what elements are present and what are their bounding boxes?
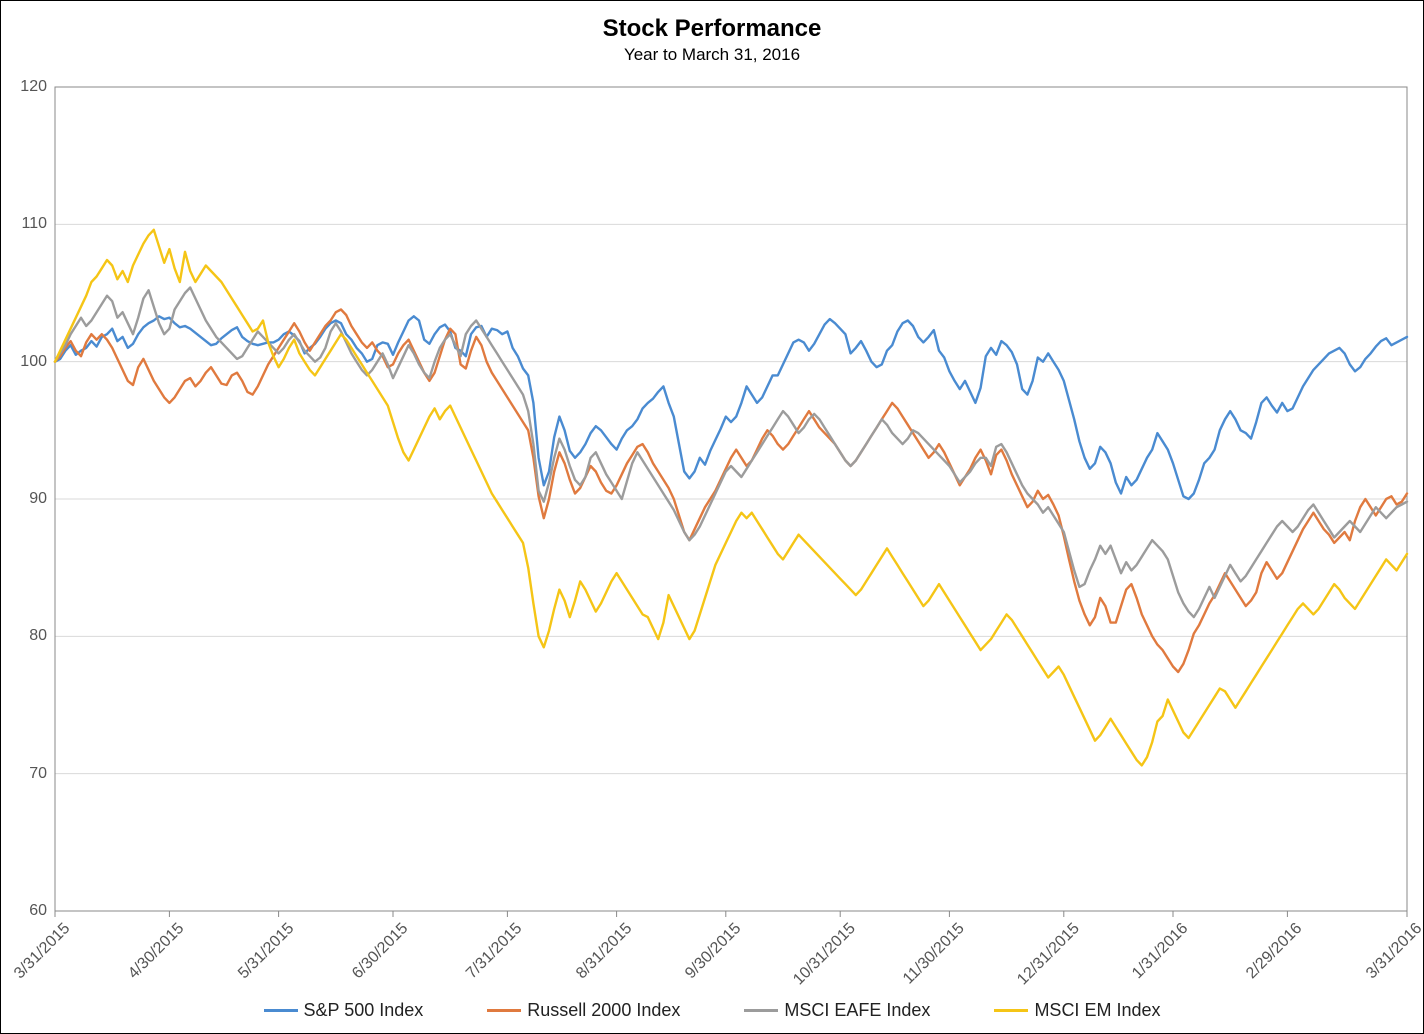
x-tick-label: 10/31/2015	[788, 917, 860, 989]
x-tick-label: 7/31/2015	[461, 917, 527, 983]
y-tick-label: 90	[29, 490, 55, 508]
legend: S&P 500 Index Russell 2000 Index MSCI EAFE…	[1, 1000, 1423, 1021]
legend-swatch	[487, 1009, 521, 1012]
x-tick-label: 12/31/2015	[1011, 917, 1083, 989]
legend-item: MSCI EM Index	[994, 1000, 1160, 1021]
plot-svg	[55, 87, 1407, 911]
legend-swatch	[744, 1009, 778, 1012]
y-tick-label: 80	[29, 627, 55, 645]
y-tick-label: 110	[21, 215, 55, 233]
x-tick-label: 9/30/2015	[679, 917, 745, 983]
chart-subtitle: Year to March 31, 2016	[1, 45, 1423, 65]
x-tick-label: 1/31/2016	[1126, 917, 1192, 983]
chart-frame: Stock Performance Year to March 31, 2016…	[0, 0, 1424, 1034]
legend-label: MSCI EAFE Index	[784, 1000, 930, 1021]
y-tick-label: 100	[20, 353, 55, 371]
plot-area: 607080901001101203/31/20154/30/20155/31/…	[55, 87, 1407, 911]
x-tick-label: 8/31/2015	[570, 917, 636, 983]
series-line	[55, 310, 1407, 673]
y-tick-label: 60	[29, 902, 55, 920]
x-tick-label: 11/30/2015	[898, 917, 969, 988]
series-line	[55, 316, 1407, 499]
title-block: Stock Performance Year to March 31, 2016	[1, 15, 1423, 65]
legend-swatch	[994, 1009, 1028, 1012]
y-tick-label: 120	[20, 78, 55, 96]
chart-title: Stock Performance	[1, 15, 1423, 43]
x-tick-label: 3/31/2015	[8, 917, 74, 983]
y-tick-label: 70	[29, 765, 55, 783]
x-tick-label: 2/29/2016	[1241, 917, 1307, 983]
x-tick-label: 6/30/2015	[346, 917, 412, 983]
x-tick-label: 3/31/2016	[1360, 917, 1424, 983]
legend-item: MSCI EAFE Index	[744, 1000, 930, 1021]
x-tick-label: 5/31/2015	[232, 917, 298, 983]
x-tick-label: 4/30/2015	[123, 917, 189, 983]
legend-item: S&P 500 Index	[264, 1000, 424, 1021]
legend-label: MSCI EM Index	[1034, 1000, 1160, 1021]
series-line	[55, 288, 1407, 618]
series-line	[55, 230, 1407, 766]
legend-swatch	[264, 1009, 298, 1012]
legend-label: S&P 500 Index	[304, 1000, 424, 1021]
legend-label: Russell 2000 Index	[527, 1000, 680, 1021]
legend-item: Russell 2000 Index	[487, 1000, 680, 1021]
